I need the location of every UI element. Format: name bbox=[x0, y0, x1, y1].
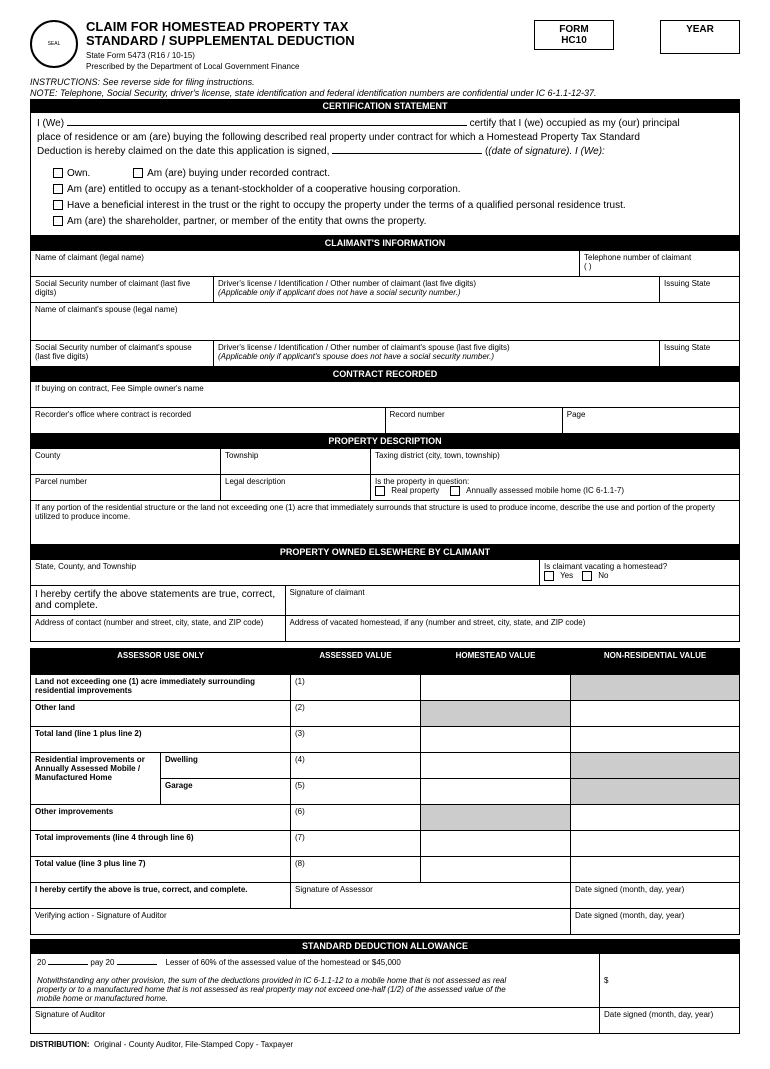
owned-table: State, County, and Township Is claimant … bbox=[30, 559, 740, 642]
spouse-ssn-cell[interactable]: Social Security number of claimant's spo… bbox=[31, 340, 214, 366]
row2-num[interactable]: (2) bbox=[291, 700, 421, 726]
property-table: County Township Taxing district (city, t… bbox=[30, 448, 740, 545]
checkbox-mobile-home[interactable] bbox=[450, 486, 460, 496]
state-seal-icon: SEAL bbox=[30, 20, 78, 68]
row3-label: Total land (line 1 plus line 2) bbox=[31, 726, 291, 752]
spouse-name-cell[interactable]: Name of claimant's spouse (legal name) bbox=[31, 302, 740, 340]
col-nonres: NON-RESIDENTIAL VALUE bbox=[571, 648, 740, 674]
row6-label: Other improvements bbox=[31, 804, 291, 830]
header: SEAL CLAIM FOR HOMESTEAD PROPERTY TAX ST… bbox=[30, 20, 740, 71]
vacating-cell: Is claimant vacating a homestead? Yes No bbox=[540, 559, 740, 585]
parcel-cell[interactable]: Parcel number bbox=[31, 474, 221, 500]
instructions: INSTRUCTIONS: See reverse side for filin… bbox=[30, 77, 740, 87]
state-county-cell[interactable]: State, County, and Township bbox=[31, 559, 540, 585]
issuing-state-cell[interactable]: Issuing State bbox=[660, 276, 740, 302]
distribution: DISTRIBUTION: Original - County Auditor,… bbox=[30, 1040, 740, 1049]
row6-num[interactable]: (6) bbox=[291, 804, 421, 830]
checkbox-yes[interactable] bbox=[544, 571, 554, 581]
note: NOTE: Telephone, Social Security, driver… bbox=[30, 88, 740, 98]
contract-table: If buying on contract, Fee Simple owner'… bbox=[30, 381, 740, 434]
record-number-cell[interactable]: Record number bbox=[385, 407, 562, 433]
addr-contact-cell[interactable]: Address of contact (number and street, c… bbox=[31, 615, 286, 641]
year-box[interactable]: YEAR bbox=[660, 20, 740, 54]
certify-cell: I hereby certify the above statements ar… bbox=[31, 585, 286, 615]
checkbox-buying[interactable] bbox=[133, 168, 143, 178]
page-cell[interactable]: Page bbox=[562, 407, 739, 433]
row1-label: Land not exceeding one (1) acre immediat… bbox=[31, 674, 291, 700]
fee-simple-cell[interactable]: If buying on contract, Fee Simple owner'… bbox=[31, 381, 740, 407]
section-certification: CERTIFICATION STATEMENT bbox=[30, 99, 740, 113]
property-question-cell: Is the property in question: Real proper… bbox=[371, 474, 740, 500]
sig-assessor-cell[interactable]: Signature of Assessor bbox=[291, 882, 571, 908]
row8-label: Total value (line 3 plus line 7) bbox=[31, 856, 291, 882]
form-code-box: FORM HC10 bbox=[534, 20, 614, 50]
prescribed-by: Prescribed by the Department of Local Go… bbox=[86, 62, 526, 71]
assessor-table: ASSESSOR USE ONLY ASSESSED VALUE HOMESTE… bbox=[30, 648, 740, 935]
checkbox-trust[interactable] bbox=[53, 200, 63, 210]
county-cell[interactable]: County bbox=[31, 448, 221, 474]
row5-sub: Garage bbox=[161, 778, 291, 804]
section-claimant: CLAIMANT'S INFORMATION bbox=[30, 236, 740, 250]
row3-num[interactable]: (3) bbox=[291, 726, 421, 752]
income-note-cell[interactable]: If any portion of the residential struct… bbox=[31, 500, 740, 544]
row1-num[interactable]: (1) bbox=[291, 674, 421, 700]
township-cell[interactable]: Township bbox=[221, 448, 371, 474]
taxing-district-cell[interactable]: Taxing district (city, town, township) bbox=[371, 448, 740, 474]
date-signed-assessor[interactable]: Date signed (month, day, year) bbox=[571, 882, 740, 908]
allowance-table: 20 pay 20 Lesser of 60% of the assessed … bbox=[30, 953, 740, 1034]
col-homestead: HOMESTEAD VALUE bbox=[421, 648, 571, 674]
checkbox-tenant[interactable] bbox=[53, 184, 63, 194]
spouse-issuing-cell[interactable]: Issuing State bbox=[660, 340, 740, 366]
recorder-cell[interactable]: Recorder's office where contract is reco… bbox=[31, 407, 386, 433]
claimant-name-cell[interactable]: Name of claimant (legal name) bbox=[31, 250, 580, 276]
row7-label: Total improvements (line 4 through line … bbox=[31, 830, 291, 856]
certification-body: I (We) certify that I (we) occupied as m… bbox=[30, 113, 740, 236]
row4-label: Residential improvements or Annually Ass… bbox=[31, 752, 161, 804]
spouse-dl-cell[interactable]: Driver's license / Identification / Othe… bbox=[214, 340, 660, 366]
legal-cell[interactable]: Legal description bbox=[221, 474, 371, 500]
sig-auditor-cell[interactable]: Signature of Auditor bbox=[31, 1007, 600, 1033]
date-line[interactable] bbox=[332, 153, 482, 154]
signature-claimant-cell[interactable]: Signature of claimant bbox=[285, 585, 740, 615]
row4-sub: Dwelling bbox=[161, 752, 291, 778]
row7-num[interactable]: (7) bbox=[291, 830, 421, 856]
auditor-verify-cell[interactable]: Verifying action - Signature of Auditor bbox=[31, 908, 571, 934]
row4-num[interactable]: (4) bbox=[291, 752, 421, 778]
checkbox-real-property[interactable] bbox=[375, 486, 385, 496]
claimant-phone-cell[interactable]: Telephone number of claimant( ) bbox=[580, 250, 740, 276]
date-signed-auditor[interactable]: Date signed (month, day, year) bbox=[571, 908, 740, 934]
checkbox-shareholder[interactable] bbox=[53, 216, 63, 226]
section-contract: CONTRACT RECORDED bbox=[30, 367, 740, 381]
checkbox-no[interactable] bbox=[582, 571, 592, 581]
dl-cell[interactable]: Driver's license / Identification / Othe… bbox=[214, 276, 660, 302]
form-number: State Form 5473 (R16 / 10-15) bbox=[86, 51, 526, 60]
claimant-table: Name of claimant (legal name) Telephone … bbox=[30, 250, 740, 367]
col-assessed: ASSESSED VALUE bbox=[291, 648, 421, 674]
section-owned: PROPERTY OWNED ELSEWHERE BY CLAIMANT bbox=[30, 545, 740, 559]
assessor-certify: I hereby certify the above is true, corr… bbox=[31, 882, 291, 908]
section-property: PROPERTY DESCRIPTION bbox=[30, 434, 740, 448]
allowance-body: 20 pay 20 Lesser of 60% of the assessed … bbox=[31, 953, 600, 1007]
title-line1: CLAIM FOR HOMESTEAD PROPERTY TAX bbox=[86, 20, 526, 34]
addr-vacated-cell[interactable]: Address of vacated homestead, if any (nu… bbox=[285, 615, 740, 641]
ssn-cell[interactable]: Social Security number of claimant (last… bbox=[31, 276, 214, 302]
name-line[interactable] bbox=[67, 125, 467, 126]
col-assessor: ASSESSOR USE ONLY bbox=[31, 648, 291, 674]
title-line2: STANDARD / SUPPLEMENTAL DEDUCTION bbox=[86, 34, 526, 48]
date-signed-allowance[interactable]: Date signed (month, day, year) bbox=[600, 1007, 740, 1033]
title-block: CLAIM FOR HOMESTEAD PROPERTY TAX STANDAR… bbox=[86, 20, 526, 71]
checkbox-own[interactable] bbox=[53, 168, 63, 178]
dollar-cell[interactable]: $ bbox=[600, 953, 740, 1007]
row5-num[interactable]: (5) bbox=[291, 778, 421, 804]
section-allowance: STANDARD DEDUCTION ALLOWANCE bbox=[30, 939, 740, 953]
row2-label: Other land bbox=[31, 700, 291, 726]
row8-num[interactable]: (8) bbox=[291, 856, 421, 882]
